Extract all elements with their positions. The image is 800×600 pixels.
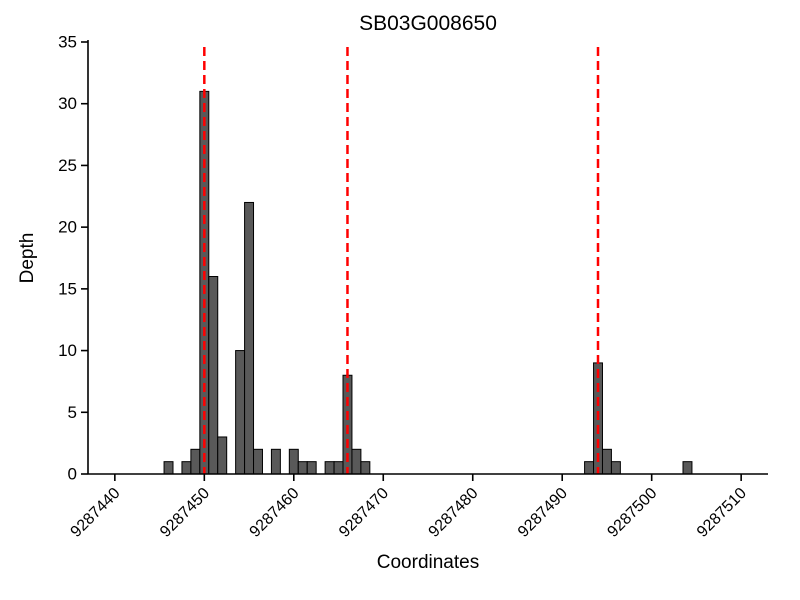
bar <box>601 448 612 475</box>
bar <box>288 448 299 475</box>
bar <box>682 461 693 475</box>
bar <box>190 448 201 475</box>
bar <box>270 448 281 475</box>
y-tick-label: 0 <box>68 465 77 484</box>
y-axis-label: Depth <box>17 232 38 284</box>
x-tick-label: 9287500 <box>604 485 660 541</box>
y-tick-label: 20 <box>58 218 77 237</box>
y-tick-label: 25 <box>58 156 77 175</box>
bar <box>324 461 335 475</box>
x-axis-label: Coordinates <box>376 552 480 573</box>
bar <box>584 461 595 475</box>
y-tick-label: 30 <box>58 94 77 113</box>
bar <box>208 276 219 475</box>
chart-title: SB03G008650 <box>359 12 497 35</box>
bar <box>217 436 228 475</box>
bar <box>181 461 192 475</box>
x-tick-label: 9287450 <box>157 485 213 541</box>
x-tick-label: 9287460 <box>247 485 303 541</box>
y-tick-label: 35 <box>58 33 77 52</box>
bar <box>235 350 246 475</box>
bar <box>360 461 371 475</box>
bar <box>306 461 317 475</box>
x-tick-label: 9287440 <box>68 485 124 541</box>
bar <box>297 461 308 475</box>
bar <box>253 448 263 475</box>
bar <box>163 461 174 475</box>
x-tick-label: 9287490 <box>515 485 571 541</box>
y-tick-label: 10 <box>58 341 77 360</box>
x-tick-label: 9287480 <box>425 485 481 541</box>
bar <box>244 201 255 475</box>
y-tick-label: 5 <box>68 403 77 422</box>
y-tick-label: 15 <box>58 279 77 298</box>
x-tick-label: 9287510 <box>694 485 750 541</box>
bar <box>610 461 621 475</box>
x-tick-label: 9287470 <box>336 485 392 541</box>
bar <box>351 448 362 475</box>
bar <box>333 461 344 475</box>
